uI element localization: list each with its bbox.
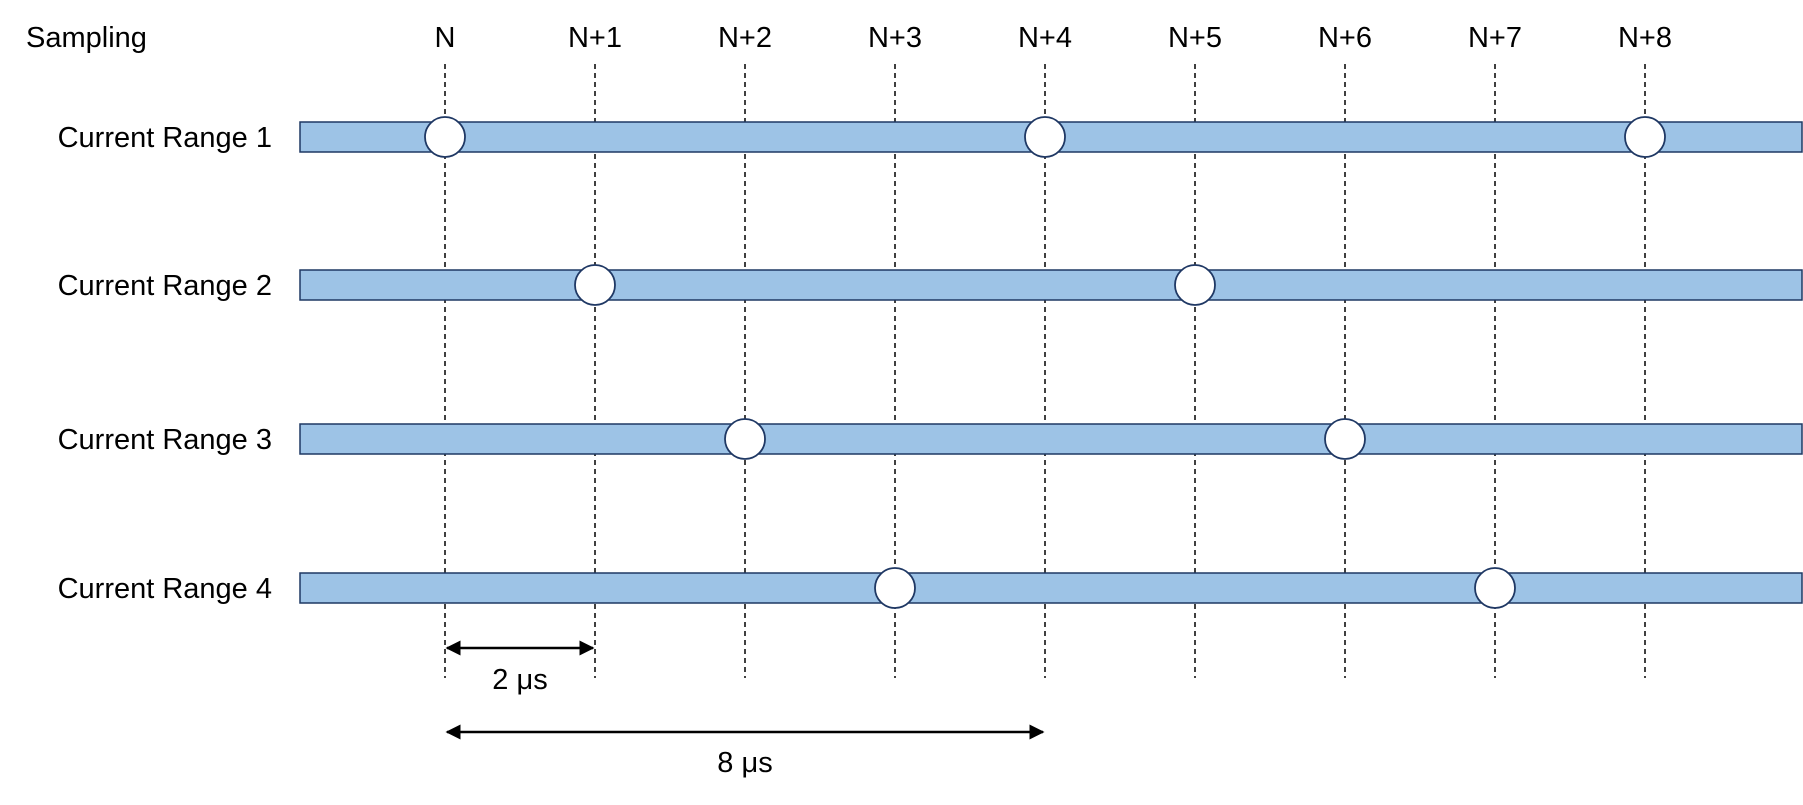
tick-label-7: N+7 xyxy=(1468,22,1522,54)
dimension-label: 2 μs xyxy=(492,664,547,696)
sampling-tick-labels: N N+1 N+2 N+3 N+4 N+5 N+6 N+7 N+8 xyxy=(435,22,1672,54)
tick-label-1: N+1 xyxy=(568,22,622,54)
current-range-rows: Current Range 1 Current Range 2 Current Ra… xyxy=(58,116,1803,609)
current-range-row-2: Current Range 2 xyxy=(58,264,1803,306)
current-range-row-3: Current Range 3 xyxy=(58,418,1803,460)
sample-marker-3-1 xyxy=(1324,418,1366,460)
sample-marker-2-0 xyxy=(574,264,616,306)
current-range-label: Current Range 1 xyxy=(58,122,272,154)
current-range-bar xyxy=(299,269,1803,301)
tick-label-2: N+2 xyxy=(718,22,772,54)
sampling-grid-lines xyxy=(444,64,1646,678)
current-range-label: Current Range 4 xyxy=(58,573,272,605)
current-range-label: Current Range 2 xyxy=(58,270,272,302)
current-range-row-4: Current Range 4 xyxy=(58,567,1803,609)
sample-marker-1-2 xyxy=(1624,116,1666,158)
sample-marker-4-0 xyxy=(874,567,916,609)
sample-marker-1-0 xyxy=(424,116,466,158)
tick-label-8: N+8 xyxy=(1618,22,1672,54)
tick-label-6: N+6 xyxy=(1318,22,1372,54)
current-range-label: Current Range 3 xyxy=(58,424,272,456)
sample-marker-4-1 xyxy=(1474,567,1516,609)
interval-dimensions: 2 μs 8 μs xyxy=(445,640,1045,779)
sample-marker-1-1 xyxy=(1024,116,1066,158)
tick-label-0: N xyxy=(435,22,456,54)
dimension-label: 8 μs xyxy=(717,747,772,779)
sampling-row-label: Sampling xyxy=(26,22,147,54)
current-range-row-1: Current Range 1 xyxy=(58,116,1803,158)
sample-marker-3-0 xyxy=(724,418,766,460)
sample-marker-2-1 xyxy=(1174,264,1216,306)
tick-label-5: N+5 xyxy=(1168,22,1222,54)
interval-dimension-2: 8 μs xyxy=(445,724,1045,779)
tick-label-3: N+3 xyxy=(868,22,922,54)
interval-dimension-1: 2 μs xyxy=(445,640,595,696)
current-range-bar xyxy=(299,572,1803,604)
tick-label-4: N+4 xyxy=(1018,22,1072,54)
current-range-bar xyxy=(299,423,1803,455)
